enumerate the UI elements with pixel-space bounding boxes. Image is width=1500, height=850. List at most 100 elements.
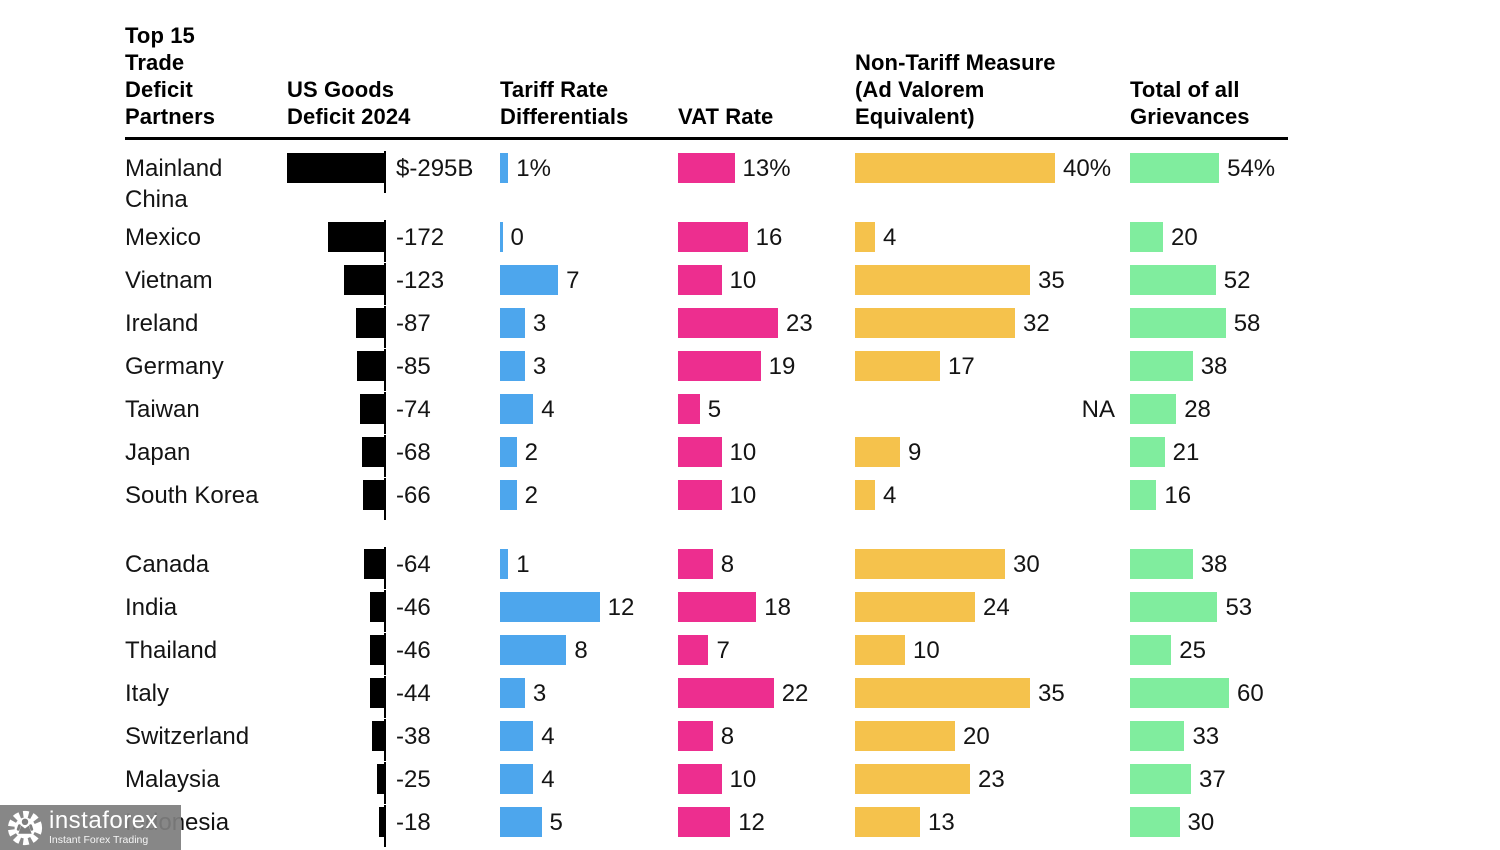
ntm-value: 35 (1038, 680, 1065, 707)
total-value: 53 (1225, 594, 1253, 621)
vat-value: 10 (729, 439, 757, 466)
vat-bar (678, 153, 735, 183)
total-value: 37 (1199, 766, 1226, 793)
deficit-bar (372, 721, 385, 751)
deficit-value: -46 (396, 637, 431, 664)
deficit-bar (377, 764, 385, 794)
ntm-bar (855, 153, 1055, 183)
total-value: 52 (1223, 267, 1251, 294)
table-row: Taiwan -74 4 5 NA 28 (0, 389, 1500, 434)
tariff-bar (500, 721, 534, 751)
ntm-value: 30 (1013, 551, 1040, 578)
ntm-value: 9 (908, 439, 922, 466)
tariff-bar (500, 480, 517, 510)
vat-bar (678, 678, 774, 708)
vat-bar (678, 308, 779, 338)
tariff-bar (500, 153, 509, 183)
vat-bar (678, 394, 700, 424)
row-label: Italy (125, 680, 170, 707)
deficit-axis-tick (384, 151, 386, 193)
ntm-bar (855, 764, 970, 794)
tariff-value: 4 (541, 766, 555, 793)
ntm-bar (855, 308, 1015, 338)
ntm-bar (855, 635, 905, 665)
ntm-bar (855, 807, 920, 837)
chart-header: Top 15 Trade Deficit Partners US Goods D… (0, 0, 1500, 140)
vat-value: 8 (720, 551, 735, 578)
vat-bar (678, 635, 709, 665)
tariff-value: 1% (516, 155, 551, 182)
tariff-bar (500, 351, 525, 381)
tariff-bar (500, 592, 600, 622)
total-bar (1130, 222, 1163, 252)
deficit-bar (370, 678, 385, 708)
tariff-bar (500, 265, 559, 295)
row-label: Thailand (125, 637, 218, 664)
table-row: Canada -64 1 8 30 38 (0, 544, 1500, 589)
deficit-axis-tick (384, 435, 386, 477)
ntm-na-label: NA (1081, 396, 1115, 423)
tariff-bar (500, 222, 503, 252)
ntm-bar (855, 592, 975, 622)
vat-value: 23 (786, 310, 813, 337)
deficit-value: -18 (396, 809, 431, 836)
tariff-value: 0 (510, 224, 524, 251)
tariff-bar (500, 764, 534, 794)
vat-value: 22 (781, 680, 809, 707)
watermark: instaforex Instant Forex Trading (0, 805, 181, 850)
deficit-value: -25 (396, 766, 431, 793)
ntm-bar (855, 549, 1005, 579)
deficit-axis-tick (384, 392, 386, 434)
tariff-bar (500, 549, 509, 579)
ntm-bar (855, 351, 940, 381)
vat-bar (678, 222, 748, 252)
tariff-value: 3 (532, 353, 547, 380)
row-label: Switzerland (125, 723, 250, 750)
table-row: Japan -68 2 10 9 21 (0, 432, 1500, 477)
column-header-partners: Top 15 Trade Deficit Partners (125, 23, 216, 129)
tariff-bar (500, 437, 517, 467)
ntm-value: 13 (928, 809, 955, 836)
deficit-axis-tick (384, 719, 386, 761)
row-label: Germany (125, 353, 224, 380)
vat-value: 5 (707, 396, 722, 423)
column-header-deficit: US Goods Deficit 2024 (287, 77, 411, 129)
total-value: 38 (1200, 353, 1228, 380)
deficit-axis-tick (384, 349, 386, 391)
total-bar (1130, 721, 1185, 751)
deficit-value: -44 (396, 680, 431, 707)
vat-bar (678, 549, 713, 579)
vat-value: 13% (742, 155, 791, 182)
deficit-value: -87 (396, 310, 431, 337)
tariff-value: 12 (607, 594, 635, 621)
tariff-bar (500, 394, 534, 424)
total-bar (1130, 394, 1177, 424)
tariff-bar (500, 807, 542, 837)
vat-bar (678, 592, 757, 622)
total-bar (1130, 635, 1172, 665)
table-row: Ireland -87 3 23 32 58 (0, 303, 1500, 348)
deficit-bar (357, 351, 385, 381)
deficit-axis-tick (384, 676, 386, 718)
deficit-value: -85 (396, 353, 431, 380)
deficit-bar (287, 153, 385, 183)
tariff-value: 8 (574, 637, 588, 664)
ntm-bar (855, 480, 875, 510)
vat-value: 8 (720, 723, 735, 750)
deficit-value: -68 (396, 439, 431, 466)
ntm-value: 23 (978, 766, 1005, 793)
ntm-value: 4 (883, 482, 897, 509)
ntm-value: 35 (1038, 267, 1065, 294)
total-value: 33 (1192, 723, 1220, 750)
vat-value: 7 (716, 637, 730, 664)
deficit-bar (362, 437, 385, 467)
deficit-bar (370, 592, 385, 622)
row-label: Malaysia (125, 766, 220, 793)
ntm-value: 4 (883, 224, 897, 251)
tariff-value: 2 (524, 482, 538, 509)
ntm-value: 40% (1063, 155, 1112, 182)
row-label: Mexico (125, 224, 202, 251)
vat-value: 12 (738, 809, 765, 836)
table-row: Mainland China $-295B 1% 13% 40% 54% (0, 148, 1500, 217)
